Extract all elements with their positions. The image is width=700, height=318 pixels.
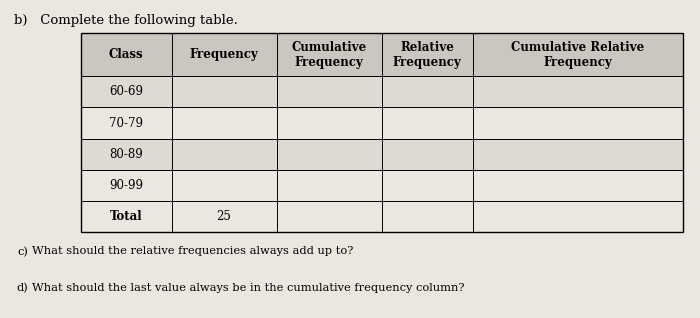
Text: Total: Total [110, 210, 142, 223]
Text: What should the last value always be in the cumulative frequency column?: What should the last value always be in … [32, 283, 464, 293]
Bar [80, 107, 682, 139]
Bar [80, 201, 682, 232]
Text: What should the relative frequencies always add up to?: What should the relative frequencies alw… [32, 246, 353, 256]
Text: Cumulative Relative
Frequency: Cumulative Relative Frequency [511, 41, 644, 69]
Text: 70-79: 70-79 [109, 117, 143, 129]
Bar [80, 139, 682, 170]
Text: c): c) [17, 246, 28, 257]
Text: 90-99: 90-99 [109, 179, 143, 192]
Text: 25: 25 [216, 210, 232, 223]
Text: Class: Class [108, 48, 144, 61]
Text: d): d) [16, 283, 28, 293]
Text: 60-69: 60-69 [109, 86, 143, 98]
Bar [80, 33, 682, 76]
Bar [80, 33, 682, 232]
Text: b)   Complete the following table.: b) Complete the following table. [14, 14, 238, 27]
Text: Relative
Frequency: Relative Frequency [393, 41, 461, 69]
Bar [80, 170, 682, 201]
Bar [80, 76, 682, 107]
Text: 80-89: 80-89 [109, 148, 143, 161]
Text: Cumulative
Frequency: Cumulative Frequency [291, 41, 367, 69]
Text: Frequency: Frequency [190, 48, 258, 61]
